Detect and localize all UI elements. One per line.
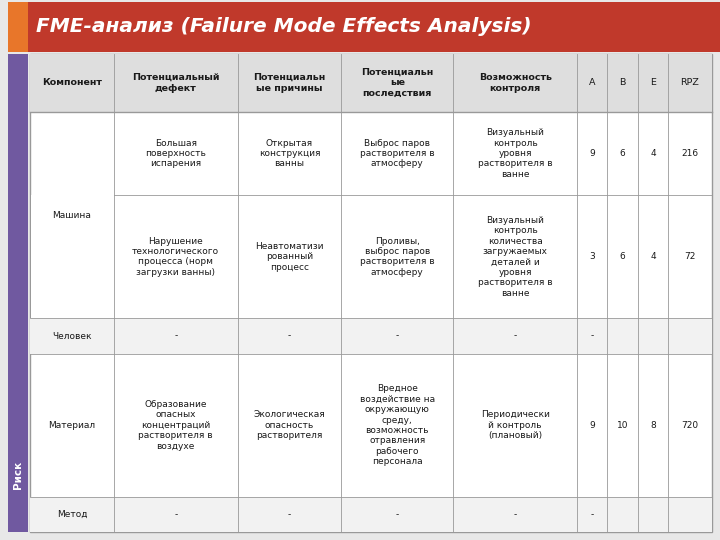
Text: Компонент: Компонент (42, 78, 102, 87)
Text: Большая
поверхность
испарения: Большая поверхность испарения (145, 139, 206, 168)
Text: -: - (288, 332, 291, 341)
Text: 10: 10 (617, 421, 629, 430)
Text: Потенциальный
дефект: Потенциальный дефект (132, 73, 220, 92)
Text: Выброс паров
растворителя в
атмосферу: Выброс паров растворителя в атмосферу (360, 139, 435, 168)
Text: -: - (174, 510, 177, 519)
Text: -: - (174, 332, 177, 341)
Text: RPZ: RPZ (680, 78, 699, 87)
Text: Метод: Метод (57, 510, 87, 519)
Text: Периодически
й контроль
(плановый): Периодически й контроль (плановый) (481, 410, 549, 440)
Text: Риск: Риск (13, 461, 23, 489)
Bar (30, 497, 712, 532)
Text: Неавтоматизи
рованный
процесс: Неавтоматизи рованный процесс (256, 242, 324, 272)
Bar (8, 2, 28, 52)
Text: Образование
опасных
концентраций
растворителя в
воздухе: Образование опасных концентраций раствор… (138, 400, 213, 450)
Text: B: B (619, 78, 626, 87)
Text: 720: 720 (681, 421, 698, 430)
Text: Экологическая
опасность
растворителя: Экологическая опасность растворителя (253, 410, 325, 440)
Text: Потенциальн
ые
последствия: Потенциальн ые последствия (361, 68, 433, 98)
Text: 3: 3 (590, 252, 595, 261)
Text: 216: 216 (681, 149, 698, 158)
Text: 72: 72 (684, 252, 696, 261)
Text: -: - (590, 332, 594, 341)
Text: Потенциальн
ые причины: Потенциальн ые причины (253, 73, 325, 92)
Bar (30, 195, 114, 319)
Text: E: E (650, 78, 656, 87)
Text: 6: 6 (620, 252, 626, 261)
Text: -: - (396, 332, 399, 341)
Text: Визуальный
контроль
количества
загружаемых
деталей и
уровня
растворителя в
ванне: Визуальный контроль количества загружаем… (478, 216, 552, 298)
Text: FME-анализ (Failure Mode Effects Analysis): FME-анализ (Failure Mode Effects Analysi… (36, 17, 531, 37)
Bar (8, 54, 28, 532)
Bar (30, 319, 712, 354)
Text: 9: 9 (590, 421, 595, 430)
Text: Материал: Материал (48, 421, 96, 430)
Text: Визуальный
контроль
уровня
растворителя в
ванне: Визуальный контроль уровня растворителя … (478, 128, 552, 179)
Text: -: - (590, 510, 594, 519)
Bar (28, 2, 720, 52)
Bar (30, 54, 712, 532)
Text: Открытая
конструкция
ванны: Открытая конструкция ванны (258, 139, 320, 168)
Text: A: A (589, 78, 595, 87)
Text: 4: 4 (650, 252, 656, 261)
Bar (30, 54, 712, 112)
Text: 9: 9 (590, 149, 595, 158)
Text: -: - (288, 510, 291, 519)
Text: 8: 8 (650, 421, 656, 430)
Text: -: - (396, 510, 399, 519)
Text: 6: 6 (620, 149, 626, 158)
Text: Возможность
контроля: Возможность контроля (479, 73, 552, 92)
Text: Человек: Человек (52, 332, 91, 341)
Text: -: - (513, 510, 517, 519)
Text: Нарушение
технологического
процесса (норм
загрузки ванны): Нарушение технологического процесса (нор… (132, 237, 220, 277)
Text: Машина: Машина (53, 211, 91, 220)
Text: Вредное
воздействие на
окружающую
среду,
возможность
отравления
рабочего
персона: Вредное воздействие на окружающую среду,… (360, 384, 435, 466)
Text: -: - (513, 332, 517, 341)
Text: 4: 4 (650, 149, 656, 158)
Text: Проливы,
выброс паров
растворителя в
атмосферу: Проливы, выброс паров растворителя в атм… (360, 237, 435, 277)
